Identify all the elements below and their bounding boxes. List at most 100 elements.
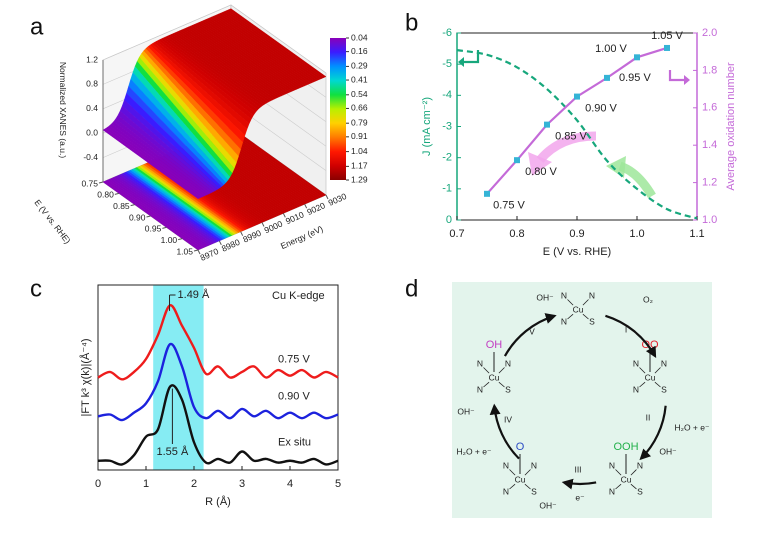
ligand: S [589,316,595,326]
series-label: 0.90 V [278,390,310,402]
x-axis-label: E (V vs. RHE) [543,246,611,258]
z-tick-label: 0.0 [86,127,98,137]
annotation: 1.55 Å [156,445,188,458]
y-tick-label: -3 [442,120,452,132]
ligand: N [477,358,483,368]
z-tick-label: 1.2 [86,54,98,64]
metal: Cu [645,372,656,382]
bond [524,469,531,476]
y2-tick-label: 2.0 [702,27,717,39]
ligand: S [637,486,643,496]
ligand: N [531,460,537,470]
y-axis-label: J (mA cm⁻²) [421,97,433,156]
y2-tick-label: 1.2 [702,177,717,189]
ligand: N [637,460,643,470]
series-line [97,384,339,466]
highlight-band [153,285,204,470]
y2-tick-label: 1.6 [702,102,717,114]
ligand: N [477,384,483,394]
bond [524,483,531,490]
ligand: N [561,316,567,326]
metal: Cu [573,304,584,314]
trend-arrow-head [606,156,626,178]
ligand: S [531,486,537,496]
trend-arrow-head [528,152,552,176]
y-tick [146,215,151,218]
point-label: 0.90 V [585,102,617,114]
y-tick-label: -1 [442,183,452,195]
reaction-arrow [503,313,557,357]
colorbar-tick-label: 0.04 [351,32,368,42]
step-numeral: IV [504,414,512,424]
point-label: 0.95 V [619,72,651,84]
y2-tick-label: 1.4 [702,139,717,151]
z-tick-label: 0.8 [86,79,98,89]
surface-strip [102,128,201,199]
y-tick-label: 0 [446,214,452,226]
y-axis-label: |FT k³ χ(k)|(Å⁻⁴) [79,338,92,416]
diagram-background [452,282,712,518]
y-tick [162,226,167,229]
x-tick-label: 1.0 [629,228,644,240]
bond [498,367,505,374]
y-tick-label: 0.90 [129,212,146,222]
bond [630,483,637,490]
ligand: N [609,486,615,496]
y-tick-label: 1.05 [176,246,193,256]
species: OH⁻ [457,406,474,416]
reaction-arrow [605,314,657,358]
y-tick [193,249,199,252]
x-tick [197,249,201,255]
ligand: N [609,460,615,470]
x-tick-label: 3 [239,478,245,490]
data-point [484,190,490,197]
bond [483,381,490,388]
bond [582,299,589,306]
species: OH⁻ [536,292,553,302]
reaction-arrow [489,403,520,460]
bond [639,367,646,374]
bond [639,381,646,388]
bond [509,469,516,476]
step-numeral: I [625,324,627,334]
panel-label: d [405,275,418,302]
axis-pointer-head [684,75,690,85]
x-tick-label: 4 [287,478,293,490]
x-tick [240,231,244,236]
data-point [634,54,640,61]
ligand: N [589,290,595,300]
bond [630,469,637,476]
x-tick-label: 1 [143,478,149,490]
series-line [97,342,339,422]
metal: Cu [515,474,526,484]
data-point [664,44,670,51]
y-tick-label: 0.95 [145,224,162,234]
data-point [604,74,610,81]
point-label: 0.80 V [525,166,557,178]
y-tick-label: 0.85 [113,201,130,211]
metal: Cu [489,372,500,382]
point-label: 1.05 V [651,30,683,42]
x-tick [282,213,286,218]
species: O₂ [643,294,653,304]
data-point [544,121,550,128]
step-numeral: III [574,464,581,474]
axis-pointer [464,50,480,64]
series-line [97,304,339,381]
ligand: S [505,384,511,394]
adsorbate: O [516,441,525,453]
y-tick-label: -2 [442,152,452,164]
colorbar-tick-label: 0.91 [351,131,368,141]
colorbar-tick-label: 0.79 [351,117,368,127]
ligand: N [661,358,667,368]
adsorbate: OOH [613,441,638,453]
ligand: S [661,384,667,394]
bond [483,367,490,374]
x-axis-label: R (Å) [205,495,231,508]
colorbar-tick-label: 0.66 [351,103,368,113]
series-line [456,49,698,220]
y2-axis-label: Average oxidation number [725,62,737,191]
x-tick [325,194,329,200]
species: OH⁻ [659,446,676,456]
